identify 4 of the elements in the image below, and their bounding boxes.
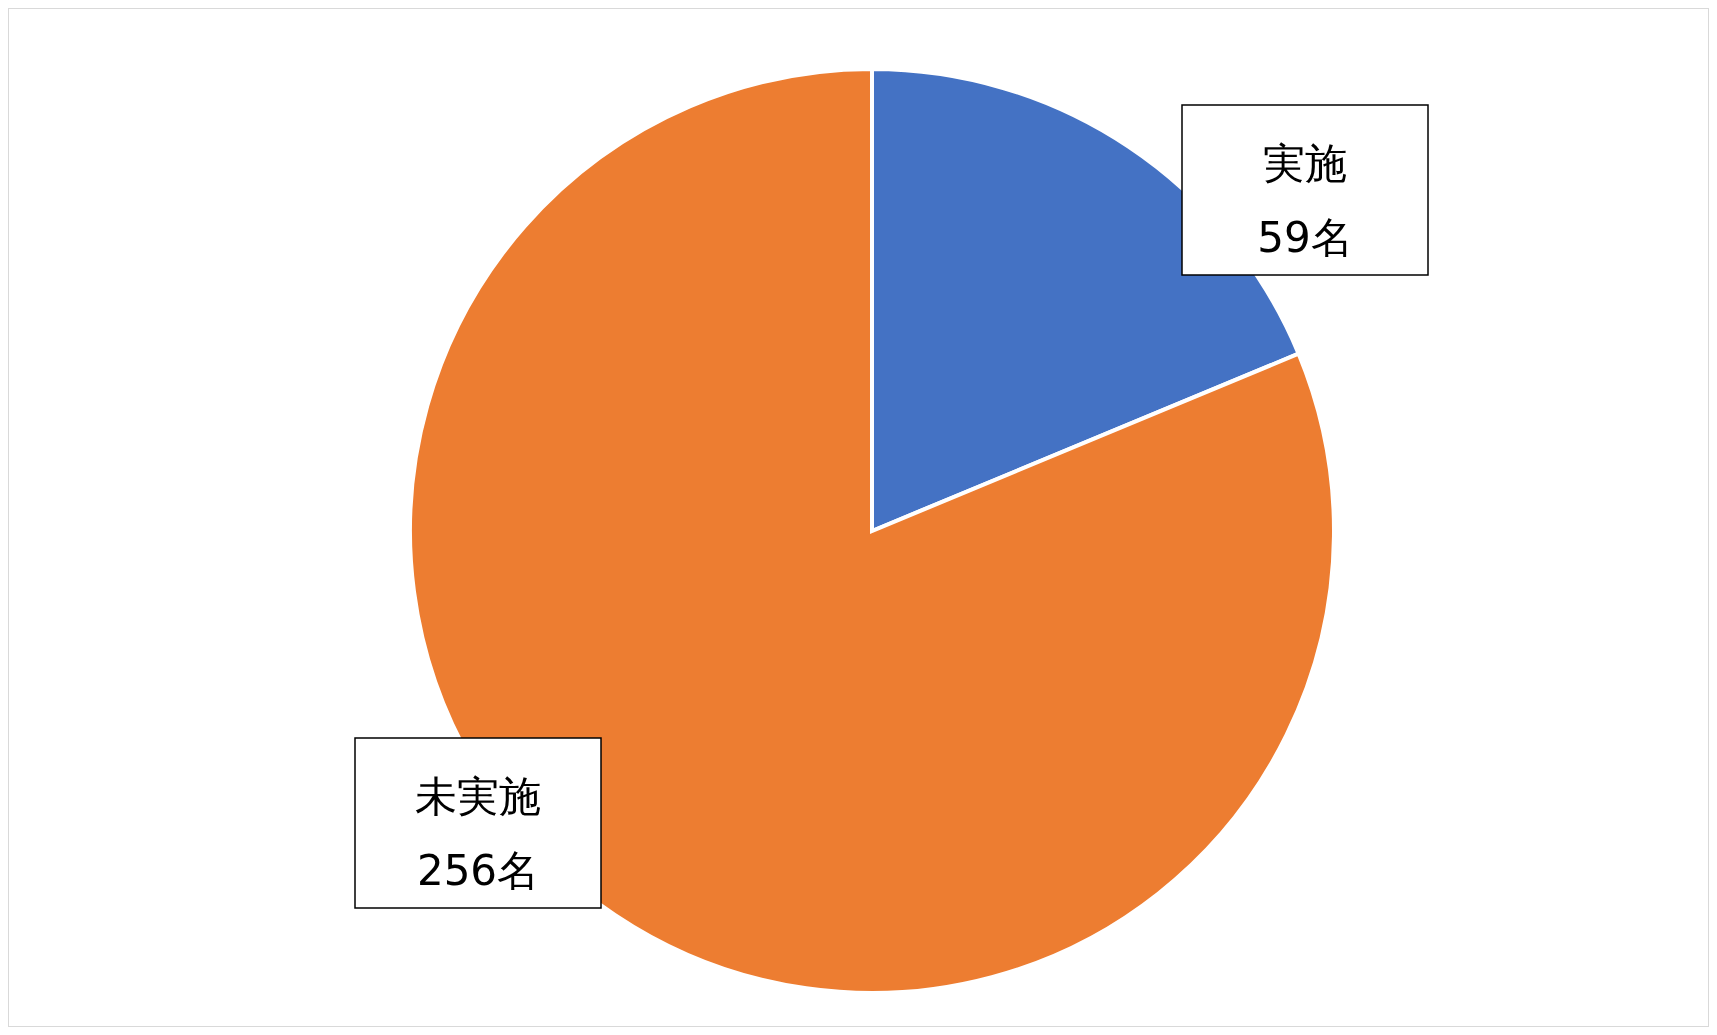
data-label: 256名 [416, 846, 540, 895]
slice-label: 実施 [1263, 139, 1347, 188]
slice-label: 未実施 [415, 772, 541, 821]
data-label: 59名 [1257, 213, 1353, 262]
